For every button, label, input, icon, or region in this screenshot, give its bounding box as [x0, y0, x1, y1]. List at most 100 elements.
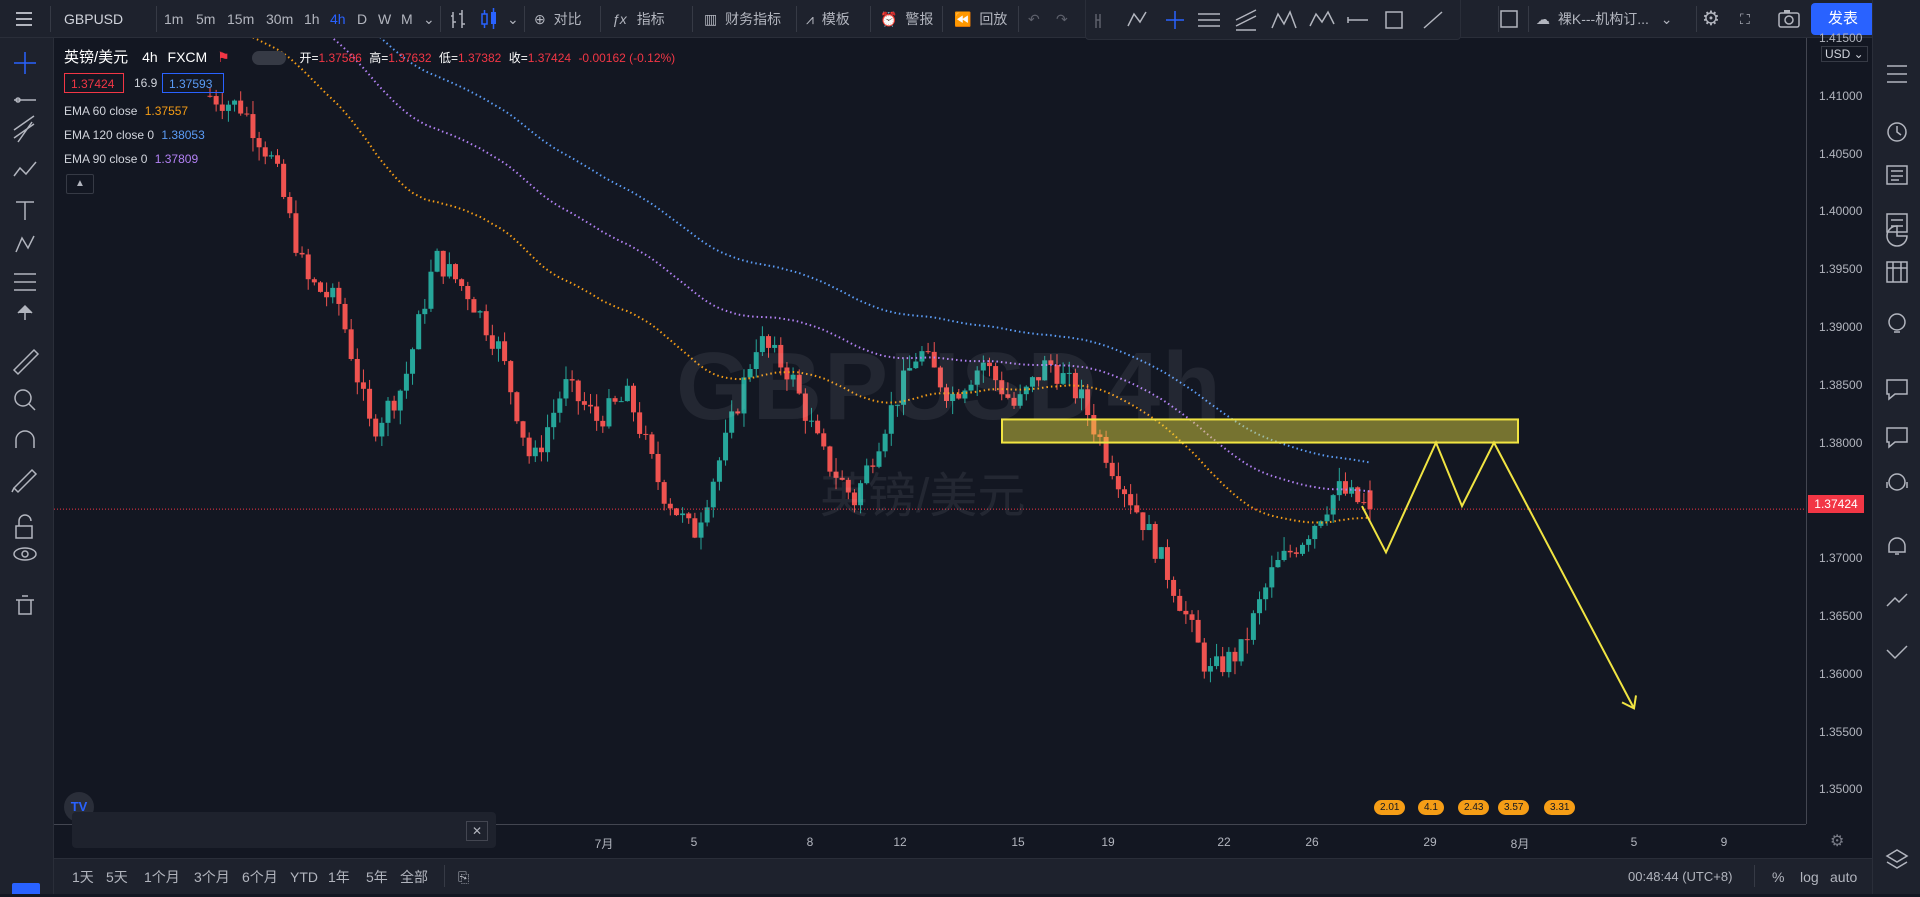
candle-body	[901, 370, 907, 405]
candle-body	[397, 390, 403, 411]
separator	[692, 6, 693, 32]
log-toggle[interactable]: log	[1800, 869, 1819, 885]
candle-body	[618, 401, 624, 403]
interval-1h[interactable]: 1h	[304, 11, 320, 27]
compare-button[interactable]: ⊕ 对比	[534, 0, 582, 38]
candle-body	[453, 264, 459, 280]
flag-icon[interactable]: ⚑	[217, 49, 230, 65]
candle-body	[1029, 377, 1035, 387]
clock-time[interactable]: 00:48:44 (UTC+8)	[1628, 869, 1733, 884]
interval-m[interactable]: M	[401, 11, 413, 27]
templates-label: 模板	[821, 11, 850, 27]
candle-body	[1042, 360, 1048, 381]
candle-body	[1342, 481, 1348, 494]
candle-body	[410, 349, 416, 374]
event-marker[interactable]: 3.31	[1544, 800, 1576, 815]
currency-selector[interactable]: USD ⌄	[1821, 46, 1868, 62]
range-5d[interactable]: 5天	[106, 869, 128, 885]
candle-body	[661, 482, 667, 504]
templates-button[interactable]: ⩘ 模板	[806, 0, 850, 38]
range-6m[interactable]: 6个月	[242, 869, 278, 885]
template-icon: ⩘	[806, 11, 814, 27]
candle-body	[667, 503, 673, 509]
price-chart[interactable]	[54, 38, 1806, 824]
range-5y[interactable]: 5年	[366, 869, 388, 885]
range-ytd[interactable]: YTD	[290, 869, 318, 885]
help-icon[interactable]	[12, 883, 40, 894]
separator	[444, 865, 445, 887]
auto-toggle[interactable]: auto	[1830, 869, 1858, 885]
symbol-name[interactable]: 英镑/美元	[64, 49, 129, 66]
square-icon[interactable]	[1500, 0, 1520, 38]
event-marker[interactable]: 4.1	[1418, 800, 1444, 815]
range-3m[interactable]: 3个月	[194, 869, 230, 885]
candle-body	[796, 374, 802, 394]
replay-button[interactable]: ⏪ 回放	[954, 0, 1007, 38]
candle-body	[1232, 651, 1238, 662]
ema-120-legend[interactable]: EMA 120 close 0 1.38053	[64, 128, 205, 142]
separator	[1528, 6, 1529, 32]
candle-body	[845, 479, 851, 493]
candle-body	[446, 264, 452, 277]
candle-body	[1336, 481, 1342, 496]
symbol-search[interactable]: GBPUSD	[64, 11, 124, 27]
interval-15m[interactable]: 15m	[227, 11, 255, 27]
collapse-legend-button[interactable]: ▲	[66, 174, 94, 194]
interval-5m[interactable]: 5m	[196, 11, 216, 27]
menu-icon[interactable]	[14, 0, 34, 38]
interval-4h[interactable]: 4h	[330, 11, 346, 27]
indicators-button[interactable]: ƒx 指标	[612, 0, 665, 38]
range-1y[interactable]: 1年	[328, 869, 350, 885]
candle-body	[1226, 651, 1232, 673]
redo-icon[interactable]: ↷	[1056, 11, 1068, 27]
percent-toggle[interactable]: %	[1772, 869, 1785, 885]
candle-body	[1349, 487, 1355, 494]
bar-style-icon[interactable]	[450, 0, 468, 38]
candle-body	[275, 155, 281, 164]
ema-90-legend[interactable]: EMA 90 close 0 1.37809	[64, 152, 198, 166]
fullscreen-icon[interactable]: ⛶	[1740, 11, 1750, 27]
bid-price[interactable]: 1.37424	[64, 73, 124, 93]
camera-icon[interactable]	[1778, 0, 1800, 38]
undo-icon[interactable]: ↶	[1028, 11, 1040, 27]
price-axis[interactable]: USD ⌄ 1.41500 1.41000 1.40500 1.40000 1.3950…	[1806, 31, 1872, 824]
visibility-toggle[interactable]	[251, 51, 286, 66]
range-all[interactable]: 全部	[400, 869, 428, 885]
candle-body	[1299, 544, 1305, 554]
chevron-down-icon[interactable]: ⌄	[507, 11, 519, 27]
event-marker[interactable]: 2.43	[1458, 800, 1490, 815]
interval-w[interactable]: W	[378, 11, 392, 27]
financials-button[interactable]: ▥ 财务指标	[704, 0, 781, 38]
axis-settings-icon[interactable]: ⚙	[1830, 833, 1845, 850]
candle-body	[1072, 372, 1078, 399]
close-icon[interactable]: ✕	[466, 821, 488, 841]
close-label: 收=	[508, 51, 528, 65]
chevron-down-icon[interactable]: ⌄	[423, 11, 435, 27]
alert-button[interactable]: ⏰ 警报	[880, 0, 933, 38]
time-tick-label: 5	[690, 835, 698, 849]
event-marker[interactable]: 2.01	[1374, 800, 1406, 815]
interval-30m[interactable]: 30m	[266, 11, 294, 27]
range-1d[interactable]: 1天	[72, 869, 94, 885]
gear-icon[interactable]: ⚙	[1702, 8, 1720, 30]
price-tick-label: 1.35000	[1819, 782, 1863, 797]
candle-body	[1097, 434, 1103, 437]
candle-body	[1281, 550, 1287, 561]
left-drawing-toolbar	[0, 38, 54, 894]
chart-legend: 英镑/美元 4h FXCM ⚑ 开=1.37586 高=1.37632 低=1.…	[64, 46, 679, 67]
compare-label: 对比	[553, 11, 582, 27]
right-widget-bar	[1872, 0, 1920, 894]
publish-button[interactable]: 发表	[1811, 3, 1875, 35]
candle-body	[1054, 365, 1060, 384]
range-1m[interactable]: 1个月	[144, 869, 180, 885]
date-range-icon[interactable]: ⎘	[458, 869, 470, 885]
interval-1m[interactable]: 1m	[164, 11, 184, 27]
layout-menu[interactable]: ☁ 裸K---机构订... ⌄	[1536, 0, 1673, 38]
candle-body	[403, 373, 409, 391]
interval-d[interactable]: D	[357, 11, 368, 27]
ask-price[interactable]: 1.37593	[162, 73, 224, 93]
ema-60-legend[interactable]: EMA 60 close 1.37557	[64, 104, 188, 118]
event-marker[interactable]: 3.57	[1498, 800, 1530, 815]
candle-style-icon[interactable]	[480, 0, 498, 38]
candle-body	[483, 311, 489, 336]
